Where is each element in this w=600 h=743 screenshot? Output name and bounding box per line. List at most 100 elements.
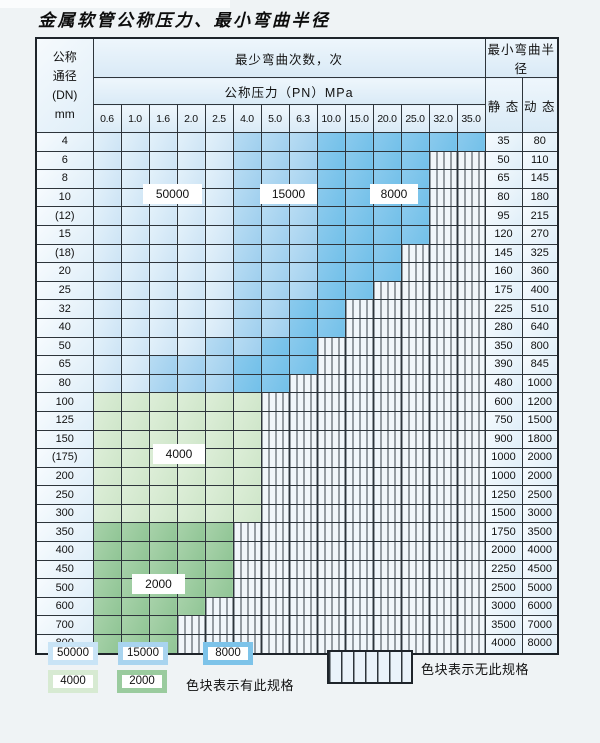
pressure-col-header: 2.0 [176,104,206,133]
cell-15000 [288,169,318,189]
table-row: 65 390 845 [35,355,559,375]
cell-no-spec [456,578,486,598]
cell-no-spec [232,615,262,636]
pressure-values-row: 0.6 1.0 1.6 2.0 2.5 4.0 5.0 6.3 10.0 15.0 20.0 25.0… [36,104,558,133]
cell-no-spec [372,578,402,598]
cell-no-spec [400,503,430,524]
cell-no-spec [400,355,430,375]
cell-4000 [232,485,262,505]
cell-50000 [204,132,234,152]
pressure-col-header: 20.0 [372,104,402,133]
dynamic-radius-cell: 6000 [521,596,559,617]
static-radius-cell: 2000 [484,541,523,561]
cell-15000 [260,150,290,171]
dn-cell: 4 [35,132,94,152]
cell-no-spec [316,503,346,524]
cell-no-spec [344,429,374,450]
cell-8000 [400,150,430,171]
dynamic-header: 动 态 [521,77,559,133]
dn-header-line: mm [54,106,75,121]
dynamic-radius-cell: 1800 [521,429,559,450]
cell-4000 [176,466,206,487]
cell-no-spec [316,541,346,561]
cell-no-spec [456,634,486,655]
cell-8000 [344,243,374,264]
static-header: 静 态 [484,77,523,133]
cell-50000 [120,206,150,226]
cell-no-spec [316,355,346,375]
cell-4000 [148,429,178,450]
dn-cell: 50 [35,336,94,357]
cell-no-spec [260,615,290,636]
dn-column-header: 公称 通径 (DN) mm [35,37,94,133]
dn-cell: 600 [35,596,94,617]
dynamic-radius-cell: 1500 [521,410,559,431]
cell-4000 [92,466,122,487]
dynamic-radius-cell: 800 [521,336,559,357]
static-radius-cell: 750 [484,410,523,431]
cell-50000 [204,299,234,319]
zone-label-50000: 50000 [143,184,202,204]
cell-8000 [344,169,374,189]
cell-50000 [148,299,178,319]
cell-no-spec [372,410,402,431]
cell-15000 [260,169,290,189]
cell-8000 [316,317,346,338]
cell-15000 [204,336,234,357]
dn-cell: 8 [35,169,94,189]
cell-15000 [176,373,206,394]
dynamic-radius-cell: 80 [521,132,559,152]
table-row: 6 50 110 [35,150,559,171]
cell-2000 [204,559,234,580]
cell-8000 [372,224,402,245]
dn-cell: 150 [35,429,94,450]
zone-label-4000: 4000 [153,444,205,464]
table-row: 300 1500 3000 [35,503,559,524]
cell-4000 [148,503,178,524]
cell-4000 [176,410,206,431]
cell-50000 [92,187,122,208]
static-radius-cell: 600 [484,392,523,412]
dn-cell: 40 [35,317,94,338]
cell-8000 [344,206,374,226]
table-row: 600 3000 6000 [35,596,559,617]
cell-no-spec [400,596,430,617]
cell-no-spec [372,541,402,561]
table-row: 4 35 80 [35,132,559,152]
dynamic-radius-cell: 5000 [521,578,559,598]
cell-2000 [92,596,122,617]
pressure-col-header: 2.5 [204,104,234,133]
cell-no-spec [456,410,486,431]
cell-no-spec [316,522,346,543]
cell-no-spec [400,578,430,598]
dn-header-line: 公称 [52,49,77,64]
cell-no-spec [428,150,458,171]
dynamic-radius-cell: 510 [521,299,559,319]
cell-4000 [92,485,122,505]
cell-no-spec [428,634,458,655]
cell-no-spec [288,578,318,598]
legend-no-spec-swatch [327,650,413,684]
cell-8000 [316,169,346,189]
cell-no-spec [260,541,290,561]
cell-no-spec [428,355,458,375]
cell-no-spec [456,559,486,580]
table-row: 350 1750 3500 [35,522,559,543]
cell-50000 [120,224,150,245]
cell-no-spec [428,578,458,598]
static-radius-cell: 1750 [484,522,523,543]
cell-no-spec [456,224,486,245]
dynamic-radius-cell: 270 [521,224,559,245]
spec-table-body: 4 35 80 6 50 110 8 65 145 10 80 180 (12) 95 215 15 120 27… [35,132,559,655]
cell-2000 [204,522,234,543]
cell-8000 [260,336,290,357]
static-radius-cell: 65 [484,169,523,189]
pressure-header: 公称压力（PN）MPa [92,77,486,105]
cell-8000 [344,224,374,245]
cell-4000 [232,448,262,468]
cell-no-spec [260,485,290,505]
cell-15000 [260,206,290,226]
cell-no-spec [400,262,430,282]
table-row: (175) 1000 2000 [35,448,559,468]
cell-no-spec [428,206,458,226]
